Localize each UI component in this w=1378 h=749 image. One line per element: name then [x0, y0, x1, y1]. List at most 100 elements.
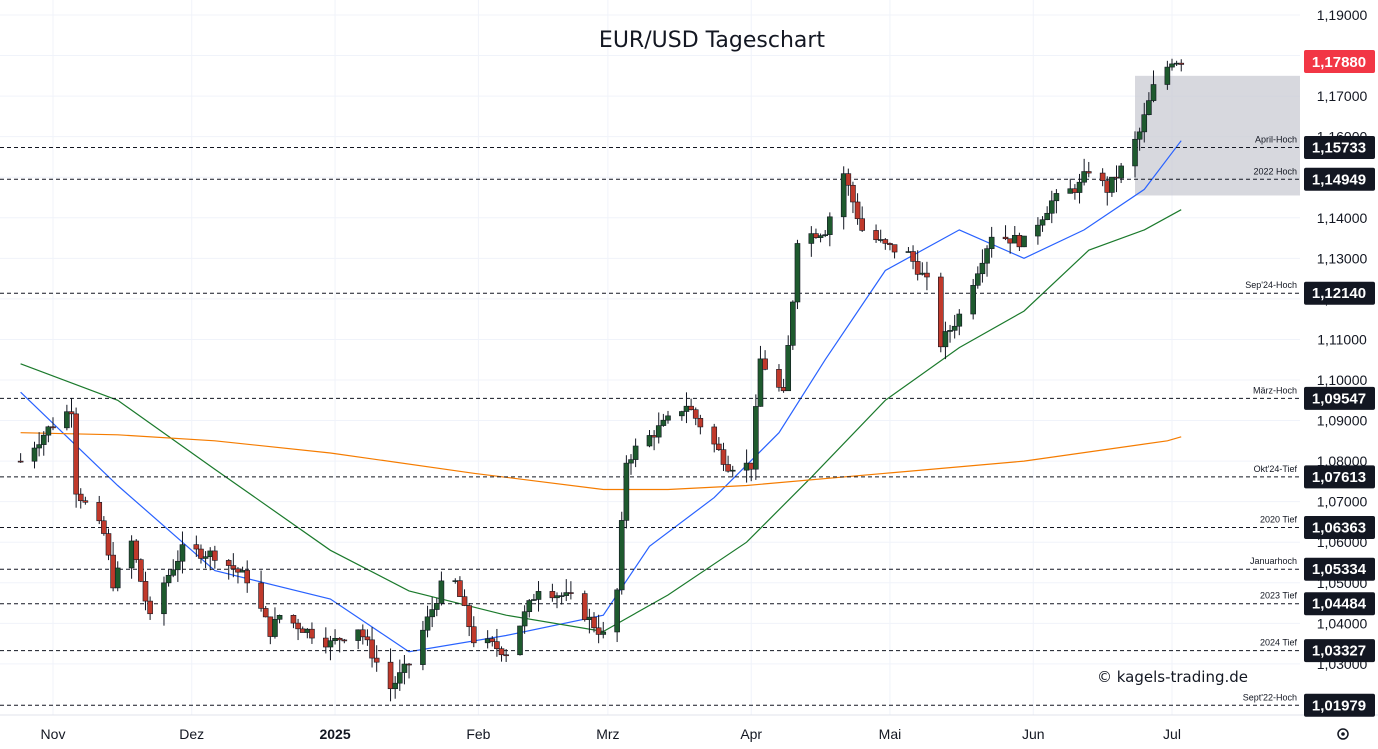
candle-body	[225, 560, 232, 566]
candle	[1081, 158, 1087, 186]
candle-body	[655, 425, 662, 438]
candle	[891, 244, 898, 259]
candle-body	[905, 251, 912, 253]
candle	[1044, 206, 1050, 221]
candle	[531, 593, 537, 601]
candle	[110, 541, 116, 592]
candle	[438, 571, 445, 606]
candle	[688, 398, 694, 411]
candle	[494, 628, 500, 657]
candle	[628, 454, 634, 475]
candle	[1173, 60, 1180, 66]
candle-body	[327, 640, 334, 648]
candle-body	[1104, 180, 1111, 193]
level-price-badge	[1304, 639, 1375, 663]
candle	[323, 627, 329, 654]
candle-body	[568, 592, 574, 594]
y-tick-label: 1,08000	[1317, 453, 1368, 469]
chart-title: EUR/USD Tageschart	[599, 28, 826, 53]
last-price-badge	[1304, 50, 1375, 73]
candle	[743, 449, 750, 483]
candle-body	[498, 648, 505, 656]
candle-body	[489, 638, 496, 642]
x-tick-label: Dez	[179, 726, 204, 742]
candle	[558, 592, 565, 605]
candle-body	[743, 462, 750, 471]
candle-body	[438, 580, 445, 604]
candle-body	[748, 462, 755, 470]
candle	[1104, 176, 1111, 206]
candle	[776, 364, 782, 392]
candle	[1132, 131, 1138, 178]
candle-body	[970, 285, 976, 315]
candle	[276, 614, 283, 624]
candle-body	[692, 409, 699, 419]
candle-body	[212, 550, 218, 561]
watermark: © kagels-trading.de	[1097, 668, 1248, 686]
candle-body	[470, 626, 477, 644]
candle-body	[68, 411, 75, 415]
candle-body	[794, 243, 801, 303]
time-axis[interactable]: Nov Dez 2025 Feb Mrz Apr Mai Jun Jul	[0, 714, 1378, 742]
candle-body	[1169, 63, 1175, 68]
candle-body	[563, 592, 570, 596]
candle-body	[466, 605, 472, 628]
candle-body	[193, 544, 200, 550]
candle-body	[290, 615, 297, 624]
candle-body	[840, 173, 847, 218]
x-tick-label: Mai	[879, 726, 902, 742]
gear-icon[interactable]	[1337, 728, 1349, 740]
level-price-value: 1,06363	[1312, 520, 1366, 537]
candle	[420, 620, 426, 671]
candle	[748, 462, 755, 482]
candle	[258, 570, 264, 612]
candle-body	[942, 331, 949, 348]
candle	[919, 262, 926, 276]
candle-body	[859, 218, 865, 231]
candle-body	[1076, 181, 1083, 193]
candle	[244, 560, 251, 593]
candle-body	[1072, 188, 1078, 193]
candle-body	[891, 244, 898, 253]
candle-body	[433, 603, 440, 610]
candle	[817, 233, 824, 243]
candle	[974, 266, 981, 289]
candle	[947, 324, 953, 343]
candle	[262, 606, 269, 618]
candle-body	[623, 462, 630, 521]
support-resistance-levels: April-Hoch 2022 Hoch Sep'24-Hoch März-Hoch O…	[0, 134, 1300, 706]
candle	[73, 407, 79, 508]
grid-lines	[0, 0, 1300, 715]
x-tick-label: Jul	[1163, 726, 1181, 742]
candle-body	[494, 641, 500, 649]
candle-body	[332, 637, 338, 642]
candle	[466, 602, 472, 637]
candle-body	[304, 628, 311, 633]
y-tick-label: 1,13000	[1317, 250, 1368, 266]
candle-body	[1007, 238, 1013, 244]
candle-body	[753, 406, 759, 470]
candle-body	[207, 550, 214, 558]
candle-body	[591, 616, 597, 629]
candle	[1076, 173, 1083, 204]
candle	[387, 648, 394, 702]
candle-body	[142, 581, 149, 602]
candle-body	[618, 520, 625, 591]
y-tick-label: 1,19000	[1317, 7, 1368, 23]
candle-body	[600, 631, 607, 635]
candle-body	[369, 639, 375, 659]
candle-body	[850, 184, 856, 203]
candle-body	[1067, 188, 1074, 194]
candle	[170, 559, 177, 578]
candle-body	[114, 567, 121, 589]
candle	[1178, 59, 1185, 72]
candle-body	[822, 234, 829, 236]
candle	[360, 624, 366, 645]
y-tick-label: 1,14000	[1317, 210, 1368, 226]
level-price-value: 1,07613	[1312, 469, 1366, 486]
y-tick-label: 1,11000	[1317, 331, 1367, 347]
candle-body	[531, 599, 537, 601]
y-tick-label: 1,07000	[1317, 494, 1368, 510]
candle	[332, 629, 338, 645]
x-tick-label: Jun	[1022, 726, 1045, 742]
